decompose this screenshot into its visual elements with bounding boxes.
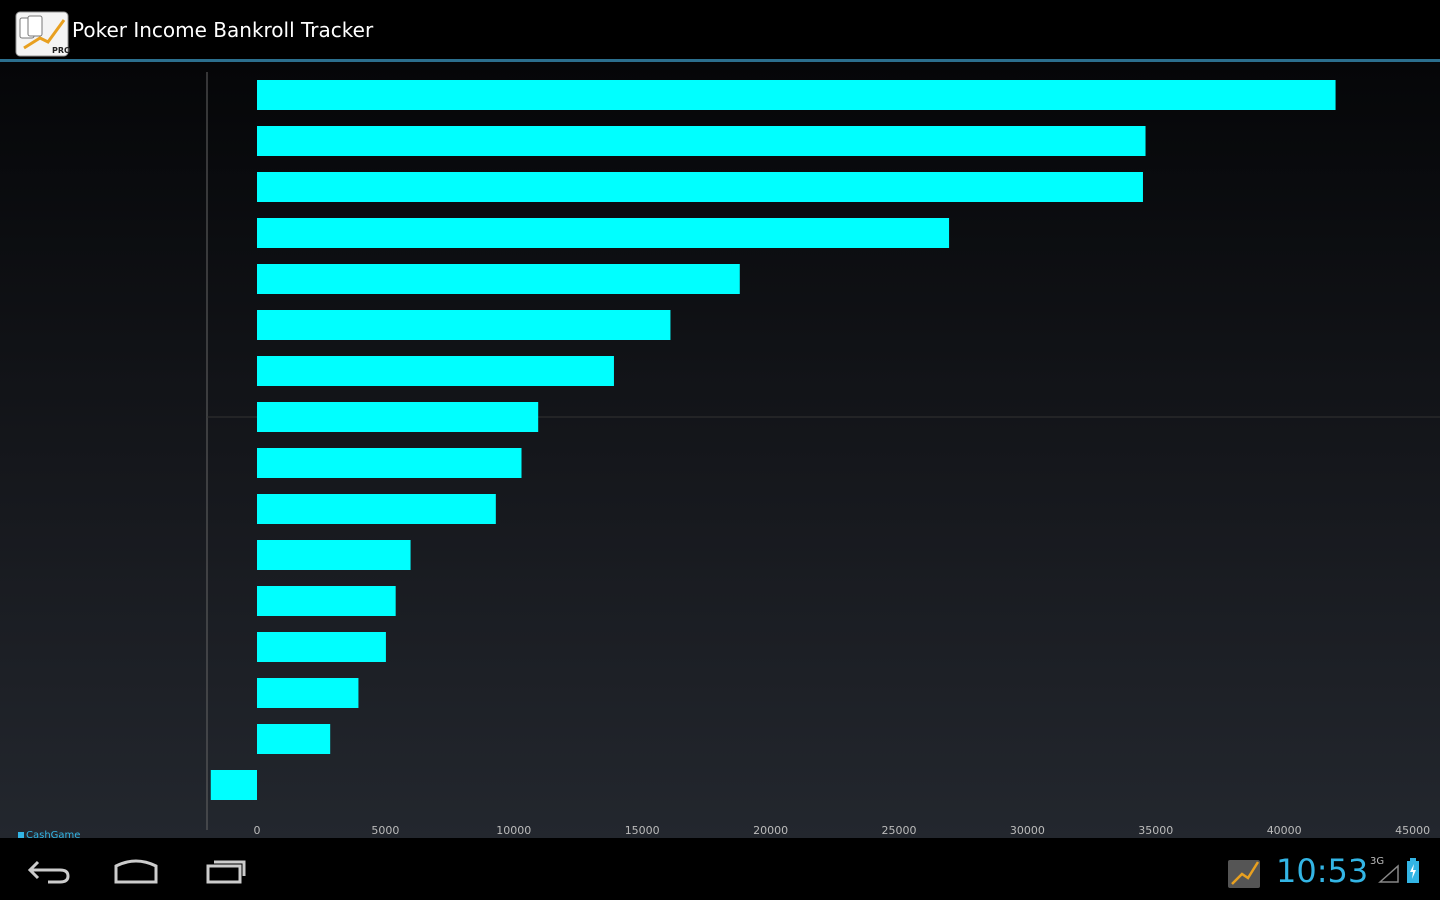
x-tick-label: 0 (254, 824, 261, 837)
legend: CashGame (18, 830, 80, 838)
signal-icon (1378, 864, 1399, 883)
pro-badge: PRO (52, 46, 70, 55)
bars-group (210, 80, 1336, 800)
x-tick-labels: 0 5000 10000 15000 20000 25000 30000 35000 40000… (254, 824, 1431, 837)
bar (257, 586, 396, 616)
bar (257, 218, 950, 248)
home-icon[interactable] (108, 852, 164, 888)
clock: 10:53 (1276, 852, 1369, 890)
x-tick-label: 40000 (1267, 824, 1302, 837)
battery-icon (1407, 858, 1419, 883)
bar-chart: 0 5000 10000 15000 20000 25000 30000 35000 40000… (18, 72, 1440, 838)
x-tick-label: 20000 (753, 824, 788, 837)
app-title: Poker Income Bankroll Tracker (72, 18, 374, 42)
x-tick-label: 30000 (1010, 824, 1045, 837)
bar (257, 724, 331, 754)
bar (257, 448, 522, 478)
bar (210, 770, 257, 800)
bar (257, 172, 1143, 202)
x-tick-label: 45000 (1395, 824, 1430, 837)
recent-apps-icon[interactable] (198, 852, 254, 888)
bar (257, 678, 359, 708)
notification-icon[interactable] (1226, 856, 1264, 890)
system-nav-bar: 10:53 3G (0, 838, 1440, 900)
bar (257, 494, 496, 524)
legend-swatch (18, 832, 24, 838)
bar (257, 402, 539, 432)
action-bar: PRO Poker Income Bankroll Tracker (0, 0, 1440, 62)
bar (257, 310, 671, 340)
network-type-label: 3G (1370, 856, 1385, 867)
legend-label: CashGame (26, 830, 80, 838)
bar (257, 632, 386, 662)
x-tick-label: 35000 (1138, 824, 1173, 837)
bar (257, 540, 411, 570)
poker-app-icon[interactable]: PRO (14, 8, 70, 58)
bar (257, 80, 1336, 110)
x-tick-label: 15000 (625, 824, 660, 837)
x-tick-label: 10000 (496, 824, 531, 837)
bar (257, 126, 1146, 156)
bar (257, 356, 614, 386)
x-tick-label: 5000 (371, 824, 399, 837)
bar (257, 264, 740, 294)
x-tick-label: 25000 (882, 824, 917, 837)
back-icon[interactable] (18, 852, 74, 888)
bar-chart-panel: 0 5000 10000 15000 20000 25000 30000 35000 40000… (0, 62, 1440, 838)
